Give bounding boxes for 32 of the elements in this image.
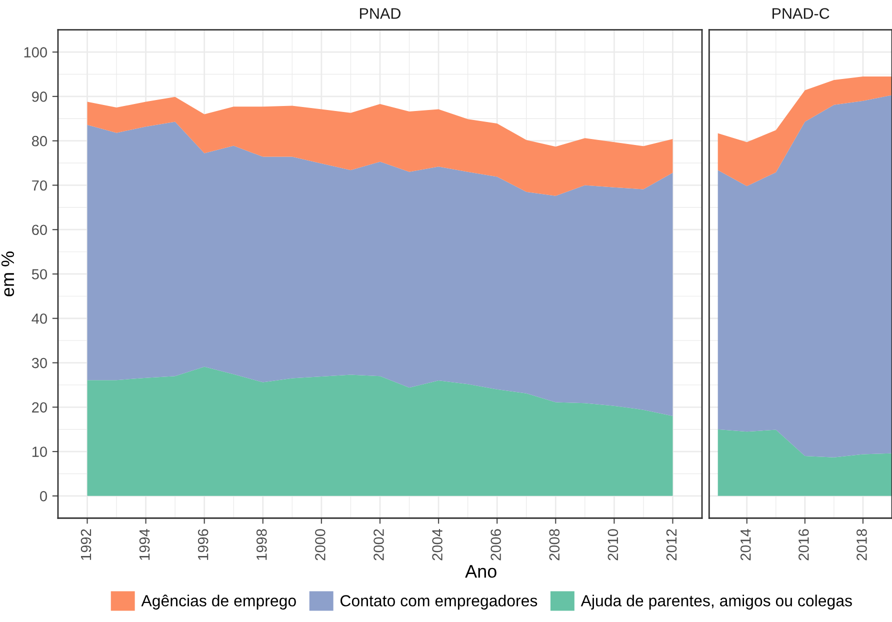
x-tick-label: 1996 [198,529,208,560]
y-tick-label: 30 [32,358,47,368]
y-tick-label: 10 [32,446,47,457]
x-tick-label: 2000 [315,529,326,560]
x-tick-label: 1992 [80,529,92,560]
y-axis-title: em % [1,252,14,296]
chart-title: PNAD [360,8,400,19]
y-tick-label: 70 [32,180,47,191]
y-tick-label: 50 [32,269,47,280]
x-tick-label: 2010 [608,529,618,560]
x-tick-label: 2014 [740,528,751,560]
x-tick-label: 2006 [490,529,501,560]
legend-label: Agências de emprego [141,594,296,610]
x-axis-title: Ano [465,565,496,578]
x-tick-label: 2012 [666,529,677,560]
x-tick-label: 2004 [432,528,442,560]
legend-label: Contato com empregadores [340,594,538,610]
x-tick-label: 2016 [798,529,809,560]
x-tick-label: 1998 [256,529,267,560]
x-tick-label: 2008 [549,529,560,560]
x-tick-label: 1994 [139,528,150,560]
y-tick-label: 0 [40,491,47,502]
y-tick-label: 80 [32,136,47,146]
y-tick-label: 90 [32,92,47,102]
y-tick-label: 40 [32,313,47,324]
chart-title: PNAD-C [772,8,830,19]
y-tick-label: 100 [24,47,47,58]
x-tick-label: 2018 [856,529,867,560]
y-tick-label: 20 [32,402,47,413]
x-tick-label: 2002 [374,529,384,560]
legend-label: Ajuda de parentes, amigos ou colegas [580,594,852,610]
y-tick-label: 60 [32,224,47,236]
